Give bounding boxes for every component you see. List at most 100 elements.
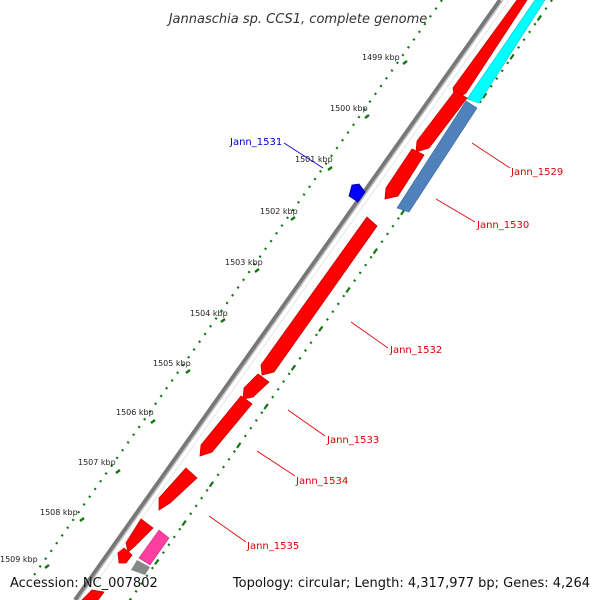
- scale-dot: [161, 551, 165, 554]
- label-jann-1535[interactable]: Jann_1535: [246, 541, 299, 552]
- scale-dot: [345, 286, 351, 294]
- scale-dot: [401, 53, 405, 57]
- scale-dot: [335, 146, 339, 150]
- gene-segment[interactable]: [125, 518, 154, 553]
- feature-steelblue[interactable]: [396, 100, 478, 213]
- scale-dot: [302, 193, 306, 196]
- gene-jann-1534[interactable]: [199, 395, 253, 457]
- scale-dot: [271, 395, 275, 399]
- scale-dot: [247, 270, 251, 274]
- scale-dot: [264, 247, 268, 251]
- scale-dot: [216, 473, 220, 477]
- scale-dot: [167, 543, 171, 547]
- scale-dot: [192, 348, 196, 351]
- scale-dot: [38, 565, 42, 568]
- gene-jann-1535[interactable]: [158, 467, 198, 511]
- scale-dot: [150, 566, 154, 570]
- scale-dot: [308, 185, 311, 189]
- scale-dot: [253, 262, 257, 266]
- scale-dot: [428, 14, 432, 18]
- scale-dot: [391, 224, 395, 228]
- scale-dot: [336, 302, 340, 306]
- label-jann-1529[interactable]: Jann_1529: [510, 167, 563, 178]
- scale-dot: [269, 239, 273, 243]
- label-jann-1531[interactable]: Jann_1531: [229, 137, 282, 148]
- gene-labels: Jann_1529 Jann_1530 Jann_1531 Jann_1532 …: [208, 137, 563, 552]
- scale-label: 1501 kbp: [295, 155, 333, 164]
- label-jann-1533[interactable]: Jann_1533: [326, 435, 379, 446]
- genome-summary-text: Topology: circular; Length: 4,317,977 bp…: [232, 576, 590, 591]
- feature-magenta[interactable]: [138, 529, 170, 566]
- scale-dot: [286, 216, 289, 220]
- scale-dot: [181, 363, 185, 367]
- scale-dot: [88, 495, 92, 499]
- scale-dot: [290, 364, 297, 371]
- feature-cyan[interactable]: [466, 0, 546, 104]
- scale-dot: [324, 162, 328, 165]
- scale-dot: [208, 481, 215, 488]
- scale-dot: [104, 472, 108, 475]
- scale-major-tick: [364, 114, 370, 119]
- scale-label: 1507 kbp: [78, 458, 116, 467]
- scale-dot: [181, 519, 187, 527]
- scale-dot: [220, 309, 224, 313]
- scale-dot: [346, 131, 350, 134]
- scale-dot: [170, 379, 174, 382]
- map-title: Jannaschia sp. CCS1, complete genome: [166, 12, 428, 27]
- scale-dot: [187, 355, 191, 359]
- scale-dot: [364, 263, 368, 267]
- gene-jann-1532[interactable]: [260, 216, 378, 376]
- feature-gray: [131, 560, 150, 575]
- scale-dot: [145, 574, 149, 578]
- scale-dot: [522, 38, 526, 42]
- scale-dot: [362, 107, 366, 111]
- scale-dot: [71, 518, 75, 522]
- scale-dot: [400, 209, 406, 216]
- scale-dot: [489, 84, 493, 88]
- gene-jann-1533[interactable]: [242, 373, 270, 400]
- gene-jann-1531[interactable]: [348, 183, 366, 203]
- scale-dot: [172, 535, 176, 539]
- scale-dot: [110, 464, 114, 468]
- scale-dot: [536, 14, 542, 22]
- gene-segment[interactable]: [81, 589, 105, 600]
- scale-dot: [509, 53, 515, 60]
- scale-label: 1505 kbp: [153, 359, 191, 368]
- scale-label: 1506 kbp: [116, 408, 154, 417]
- scale-dot: [222, 465, 225, 469]
- scale-dot: [313, 177, 317, 181]
- scale-dot: [194, 504, 198, 508]
- scale-dot: [66, 526, 70, 530]
- scale-dot: [357, 115, 361, 119]
- scale-dot: [314, 333, 318, 337]
- scale-dot: [232, 450, 236, 453]
- scale-dot: [154, 402, 158, 406]
- scale-major-tick: [115, 469, 121, 474]
- scale-dot: [178, 527, 182, 531]
- scale-label: 1503 kbp: [225, 258, 263, 267]
- label-jann-1534[interactable]: Jann_1534: [295, 476, 348, 487]
- gene-segment[interactable]: [384, 148, 425, 200]
- scale-dot: [331, 310, 335, 314]
- scale-dot: [254, 418, 258, 422]
- scale-dot: [242, 278, 246, 282]
- outer-scale: 1499 kbp 1500 kbp 1501 kbp 1502 kbp 1503 kbp…: [0, 0, 443, 576]
- scale-major-tick: [254, 268, 260, 273]
- label-jann-1530[interactable]: Jann_1530: [476, 220, 529, 231]
- label-jann-1532[interactable]: Jann_1532: [389, 345, 442, 356]
- scale-dot: [214, 317, 218, 320]
- scale-dot: [423, 22, 427, 26]
- scale-major-tick: [79, 517, 85, 522]
- gene-jann-1530[interactable]: [415, 90, 468, 153]
- scale-dot: [121, 448, 125, 452]
- scale-dot: [200, 496, 204, 500]
- scale-dot: [533, 22, 537, 26]
- scale-dot: [55, 541, 59, 545]
- gene-segment[interactable]: [117, 547, 133, 564]
- scale-dot: [209, 324, 213, 328]
- scale-dot: [358, 271, 362, 275]
- scale-dot: [528, 30, 532, 34]
- scale-dot: [341, 138, 344, 142]
- scale-major-tick: [220, 318, 226, 323]
- scale-dot: [287, 372, 291, 376]
